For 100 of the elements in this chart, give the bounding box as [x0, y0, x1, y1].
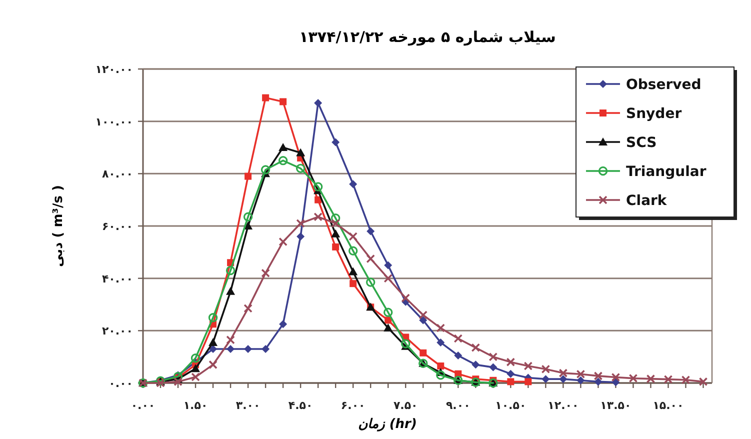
point: [454, 334, 463, 343]
legend-label: SCS: [626, 135, 657, 151]
point: [332, 243, 340, 250]
point: [436, 370, 446, 380]
point: [681, 375, 690, 384]
point: [226, 344, 235, 353]
point: [664, 374, 673, 384]
point: [260, 165, 270, 174]
point: [226, 266, 236, 276]
point: [594, 378, 602, 386]
point: [243, 212, 253, 222]
point: [208, 312, 218, 322]
chart-title: سیلاب شماره ۵ مورخه ۱۳۷۴/۱۲/۲۲: [299, 28, 556, 46]
point: [524, 362, 533, 370]
point: [296, 232, 305, 240]
point: [576, 370, 586, 379]
point: [208, 360, 218, 370]
point: [296, 218, 305, 228]
point: [646, 374, 656, 384]
point: [472, 360, 480, 369]
point: [524, 378, 532, 386]
point: [226, 286, 236, 295]
point: [314, 212, 322, 222]
x-tick-label: ۰.۰۰: [130, 399, 156, 412]
point: [437, 362, 444, 370]
point: [541, 364, 550, 374]
point: [471, 343, 480, 352]
point: [488, 352, 498, 362]
point: [506, 358, 516, 366]
point: [384, 308, 393, 317]
x-tick-label: ۱۵.۰۰: [652, 399, 684, 412]
y-tick-label: ۶۰.۰۰: [102, 220, 133, 233]
legend-label: Triangular: [626, 164, 706, 180]
point: [349, 180, 358, 188]
point: [278, 156, 288, 166]
point: [611, 372, 620, 382]
point: [384, 261, 392, 270]
point: [420, 349, 427, 356]
point: [350, 280, 357, 288]
point: [174, 377, 182, 386]
point: [507, 378, 514, 386]
x-tick-label: ۱۰.۵۰: [495, 399, 526, 412]
y-tick-label: ۱۲۰.۰۰: [95, 63, 133, 76]
point: [208, 338, 218, 346]
point: [436, 338, 445, 346]
point: [628, 374, 638, 383]
point: [559, 375, 568, 384]
x-tick-label: ۹.۰۰: [446, 399, 470, 412]
y-tick-label: ۰.۰۰: [108, 377, 133, 390]
x-tick-label: ۱.۵۰: [183, 399, 208, 412]
point: [348, 232, 358, 241]
point: [612, 378, 620, 386]
point: [366, 227, 375, 236]
x-tick-label: ۶.۰۰: [340, 399, 366, 412]
point: [296, 164, 306, 174]
point: [331, 218, 340, 228]
y-tick-label: ۲۰.۰۰: [102, 324, 133, 338]
point: [419, 316, 428, 324]
point: [401, 294, 410, 302]
point: [366, 278, 376, 287]
point: [594, 372, 603, 380]
point: [262, 344, 270, 353]
point: [296, 148, 306, 156]
point: [506, 370, 515, 378]
point: [558, 368, 568, 378]
point: [698, 377, 708, 386]
x-tick-label: ۱۳.۵۰: [600, 399, 632, 412]
point: [489, 363, 498, 372]
legend-label: Clark: [626, 193, 668, 209]
point: [331, 229, 340, 238]
point: [262, 94, 270, 102]
point: [280, 98, 287, 106]
point: [261, 268, 270, 278]
point: [436, 324, 446, 332]
point: [244, 344, 252, 353]
point: [542, 375, 550, 384]
point: [278, 237, 288, 246]
point: [401, 339, 410, 348]
point: [384, 274, 393, 283]
point: [418, 310, 428, 320]
point: [348, 267, 358, 276]
point: [278, 143, 288, 151]
y-tick-label: ۴۰.۰۰: [102, 272, 133, 286]
y-tick-label: ۱۰۰.۰۰: [95, 115, 133, 128]
point: [330, 214, 340, 223]
y-axis-title: دبی ( m³/s ): [51, 185, 66, 267]
point: [332, 138, 340, 146]
x-tick-label: ۷.۵۰: [393, 399, 418, 412]
point: [454, 352, 462, 360]
legend-label: Observed: [626, 77, 702, 93]
point: [348, 246, 358, 256]
point: [313, 182, 323, 192]
x-axis-title: زمان (hr): [358, 417, 417, 432]
point: [244, 172, 252, 180]
x-tick-label: ۱۲.۰۰: [548, 399, 579, 412]
legend-label: Snyder: [626, 106, 682, 122]
point: [366, 254, 375, 264]
point: [576, 376, 585, 384]
point: [279, 320, 288, 328]
y-tick-label: ۸۰.۰۰: [102, 168, 133, 181]
